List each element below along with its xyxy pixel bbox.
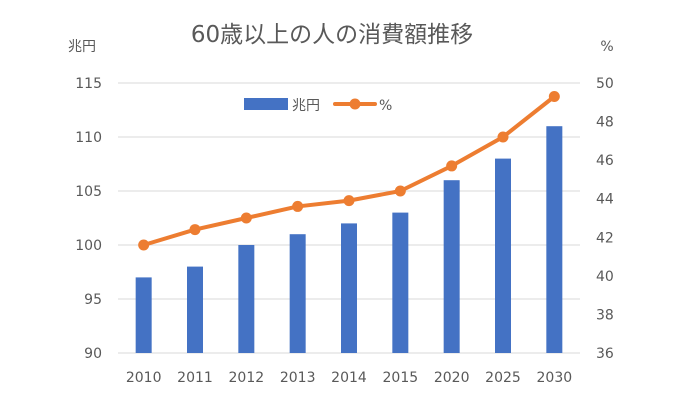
line-point — [394, 185, 406, 197]
chart-title: 60歳以上の人の消費額推移 — [191, 22, 473, 48]
line-point — [497, 131, 509, 143]
left-tick-label: 100 — [75, 238, 102, 254]
left-tick-label: 115 — [75, 76, 102, 92]
right-tick-label: 50 — [596, 76, 614, 92]
bar — [546, 126, 563, 353]
right-tick-label: 46 — [596, 153, 614, 169]
legend-label-line: % — [379, 98, 392, 114]
line-point — [548, 91, 560, 102]
legend-label-bar: 兆円 — [292, 98, 320, 114]
right-tick-label: 38 — [596, 307, 614, 323]
bar — [392, 212, 409, 353]
left-tick-label: 105 — [75, 184, 102, 200]
bar — [341, 223, 357, 353]
right-tick-label: 44 — [596, 192, 614, 208]
x-tick-label: 2015 — [383, 370, 419, 386]
bar — [187, 266, 203, 353]
legend: 兆円% — [244, 98, 392, 114]
line-point — [292, 200, 304, 212]
x-tick-label: 2014 — [331, 370, 367, 386]
legend-swatch-bar — [244, 98, 288, 110]
right-tick-label: 36 — [596, 346, 614, 362]
right-tick-label: 48 — [596, 115, 614, 131]
left-axis-ticks: 90 95 100 105 110 115 — [75, 76, 102, 362]
line-point — [138, 239, 150, 251]
x-tick-label: 2025 — [485, 370, 521, 386]
x-tick-label: 2012 — [229, 370, 265, 386]
legend-swatch-marker — [349, 98, 361, 110]
right-axis-unit-label: % — [600, 39, 613, 55]
right-tick-label: 42 — [596, 230, 614, 246]
x-tick-label: 2030 — [537, 370, 573, 386]
line-point — [189, 224, 201, 236]
x-axis-ticks: 2010 2011 2012 2013 2014 2015 2020 2025 2030 — [126, 370, 572, 386]
line-point — [240, 212, 252, 224]
bar — [289, 234, 306, 353]
bar — [135, 277, 152, 353]
x-tick-label: 2011 — [177, 370, 213, 386]
bar — [443, 180, 460, 353]
right-tick-label: 40 — [596, 269, 614, 285]
line-point — [343, 195, 355, 207]
bar-series — [135, 126, 563, 353]
line-point — [446, 160, 458, 172]
left-axis-unit-label: 兆円 — [68, 39, 96, 55]
right-axis-ticks: 36 38 40 42 44 46 48 50 — [596, 76, 614, 362]
line-series — [138, 91, 560, 251]
line-path — [141, 94, 557, 247]
left-tick-label: 95 — [84, 292, 102, 308]
x-tick-label: 2020 — [434, 370, 470, 386]
x-tick-label: 2010 — [126, 370, 162, 386]
x-tick-label: 2013 — [280, 370, 316, 386]
left-tick-label: 90 — [84, 346, 102, 362]
left-tick-label: 110 — [75, 130, 102, 146]
bar — [495, 158, 511, 353]
bar — [238, 245, 255, 353]
